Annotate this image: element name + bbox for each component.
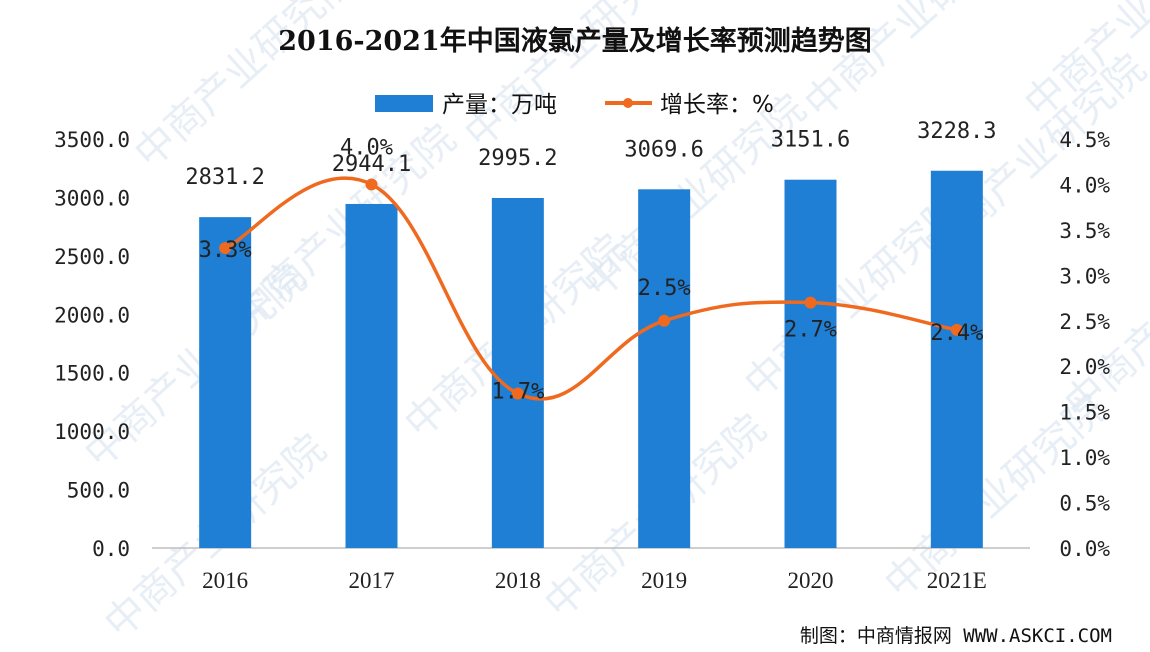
growth-value-label: 2.7% xyxy=(784,318,837,343)
watermark-text: 中商产业研究院 xyxy=(456,0,695,157)
growth-value-label: 1.7% xyxy=(491,379,544,404)
bar-value-label: 2944.1 xyxy=(332,152,411,177)
growth-point xyxy=(950,323,963,336)
legend: 产量：万吨 增长率：% xyxy=(375,92,774,118)
y-right-tick-label: 0.0% xyxy=(1059,537,1110,561)
source-credit: 制图：中商情报网 WWW.ASKCI.COM xyxy=(800,625,1112,647)
bar-value-label: 3228.3 xyxy=(917,119,996,144)
chart-title: 2016-2021年中国液氯产量及增长率预测趋势图 xyxy=(278,25,872,57)
growth-value-label: 4.0% xyxy=(340,135,393,160)
x-tick-label: 2019 xyxy=(641,568,687,593)
bar-value-label: 3151.6 xyxy=(771,128,850,153)
legend-swatch-bar xyxy=(375,95,433,112)
growth-point xyxy=(511,387,524,400)
y-right-tick-label: 3.5% xyxy=(1059,219,1110,243)
data-labels: 2831.2 2944.1 2995.2 3069.6 3151.6 3228.3 3.3%… xyxy=(185,119,996,405)
growth-value-label: 3.3% xyxy=(199,238,252,263)
bar xyxy=(491,197,544,548)
growth-value-label: 2.4% xyxy=(930,321,983,346)
y-left-tick-label: 2000.0 xyxy=(54,303,130,327)
watermark-text: 中商产业研究院 xyxy=(576,86,815,308)
y-right-tick-label: 1.5% xyxy=(1059,401,1110,425)
y-right-tick-label: 4.0% xyxy=(1059,173,1110,197)
bar-value-label: 2995.2 xyxy=(478,146,557,171)
bar-value-label: 2831.2 xyxy=(185,165,264,190)
growth-value-label: 2.5% xyxy=(638,276,691,301)
y-right-tick-label: 4.5% xyxy=(1059,128,1110,152)
y-left-tick-label: 3000.0 xyxy=(54,186,130,210)
bar-value-label: 3069.6 xyxy=(624,137,703,162)
growth-point xyxy=(804,296,817,309)
axes: 0.0 500.0 1000.0 1500.0 2000.0 2500.0 3000.0 35… xyxy=(54,128,1110,593)
growth-point xyxy=(658,314,671,327)
bar xyxy=(930,170,983,548)
y-left-tick-label: 0.0 xyxy=(92,537,130,561)
y-right-tick-label: 2.5% xyxy=(1059,310,1110,334)
legend-label-growth: 增长率：% xyxy=(660,92,774,118)
y-left-tick-label: 500.0 xyxy=(67,479,130,503)
legend-label-production: 产量：万吨 xyxy=(442,92,557,118)
line-series xyxy=(219,176,963,401)
y-left-tick-label: 1000.0 xyxy=(54,420,130,444)
bar xyxy=(784,179,837,549)
x-tick-label: 2018 xyxy=(495,568,541,593)
y-right-tick-label: 1.0% xyxy=(1059,446,1110,470)
y-right-tick-label: 0.5% xyxy=(1059,492,1110,516)
bar-series xyxy=(199,170,983,549)
y-right-tick-label: 2.0% xyxy=(1059,355,1110,379)
x-tick-label: 2017 xyxy=(349,568,395,593)
x-tick-label: 2020 xyxy=(788,568,834,593)
growth-point xyxy=(219,242,232,255)
y-right-tick-label: 3.0% xyxy=(1059,264,1110,288)
bar xyxy=(638,189,691,548)
watermark-text: 中商产业研究院 xyxy=(796,0,1035,127)
x-tick-label: 2021E xyxy=(927,568,987,593)
growth-point xyxy=(365,178,378,191)
bar xyxy=(199,217,252,548)
legend-marker-dot xyxy=(623,98,633,108)
bar xyxy=(345,203,398,549)
x-tick-label: 2016 xyxy=(202,568,248,593)
y-left-tick-label: 3500.0 xyxy=(54,128,130,152)
y-left-tick-label: 2500.0 xyxy=(54,245,130,269)
y-left-tick-label: 1500.0 xyxy=(54,362,130,386)
